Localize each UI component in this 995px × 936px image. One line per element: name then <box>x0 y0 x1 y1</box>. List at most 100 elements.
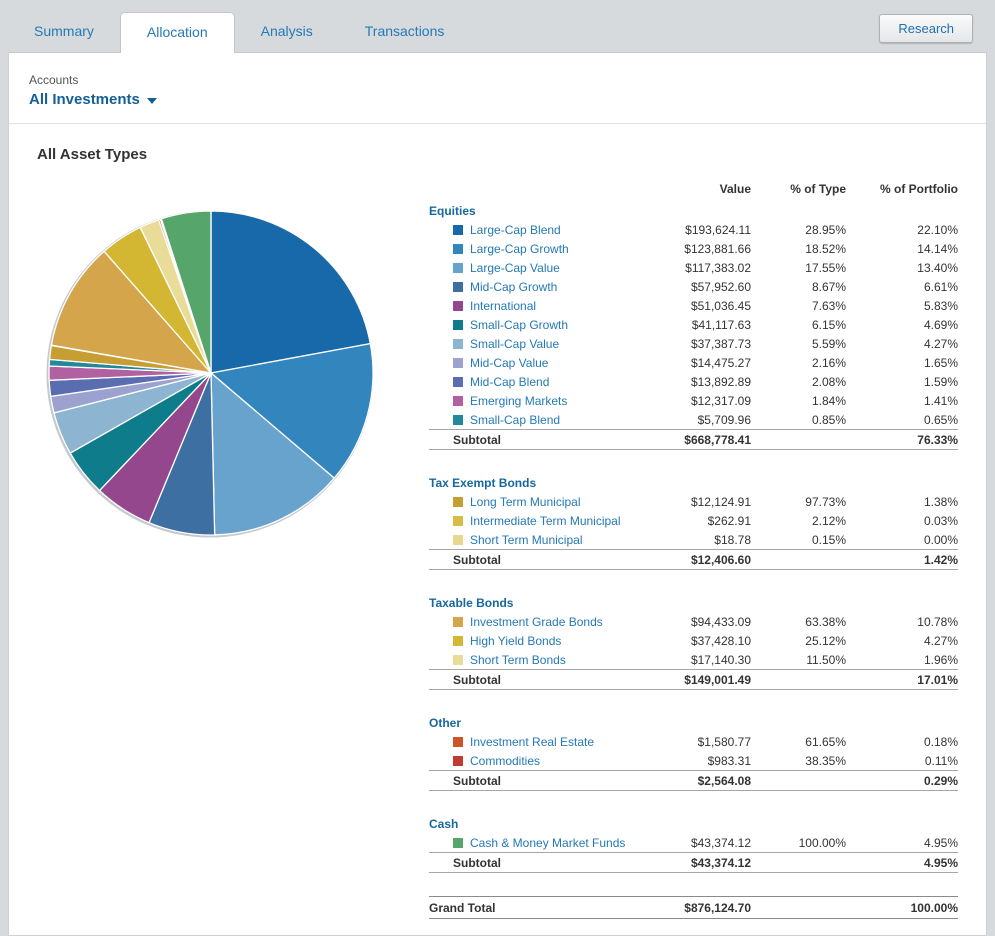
tab-summary[interactable]: Summary <box>8 12 120 52</box>
row-label-cell: Long Term Municipal <box>429 495 636 509</box>
section-name: Equities <box>429 204 636 218</box>
value-cell: $123,881.66 <box>636 242 751 256</box>
subtotal-pct-portfolio: 4.95% <box>846 856 958 870</box>
subtotal-row: Subtotal$2,564.080.29% <box>429 770 958 791</box>
asset-link[interactable]: Mid-Cap Blend <box>470 375 549 389</box>
pct-type-cell: 7.63% <box>751 299 846 313</box>
asset-section: CashCash & Money Market Funds$43,374.121… <box>429 814 958 873</box>
color-swatch-icon <box>453 415 463 425</box>
asset-table-sections: EquitiesLarge-Cap Blend$193,624.1128.95%… <box>429 201 958 873</box>
table-row: Emerging Markets$12,317.091.84%1.41% <box>429 391 958 410</box>
subtotal-label: Subtotal <box>429 673 636 687</box>
row-label-cell: Emerging Markets <box>429 394 636 408</box>
pct-portfolio-cell: 13.40% <box>846 261 958 275</box>
asset-link[interactable]: Emerging Markets <box>470 394 567 408</box>
value-cell: $18.78 <box>636 533 751 547</box>
table-row: Small-Cap Value$37,387.735.59%4.27% <box>429 334 958 353</box>
pct-type-cell: 61.65% <box>751 735 846 749</box>
tab-transactions[interactable]: Transactions <box>339 12 471 52</box>
pct-type-cell: 1.84% <box>751 394 846 408</box>
asset-link[interactable]: Short Term Bonds <box>470 653 566 667</box>
dropdown-caret-icon <box>147 98 157 104</box>
value-cell: $5,709.96 <box>636 413 751 427</box>
tab-analysis[interactable]: Analysis <box>235 12 339 52</box>
asset-link[interactable]: Small-Cap Growth <box>470 318 568 332</box>
row-label-cell: Mid-Cap Growth <box>429 280 636 294</box>
portfolio-page: Summary Allocation Analysis Transactions… <box>0 0 995 936</box>
row-label-cell: Commodities <box>429 754 636 768</box>
asset-link[interactable]: Small-Cap Value <box>470 337 559 351</box>
subtotal-label: Subtotal <box>429 774 636 788</box>
row-label-cell: Investment Real Estate <box>429 735 636 749</box>
color-swatch-icon <box>453 636 463 646</box>
table-row: Mid-Cap Growth$57,952.608.67%6.61% <box>429 277 958 296</box>
table-row: Commodities$983.3138.35%0.11% <box>429 751 958 770</box>
grand-total-pct-portfolio: 100.00% <box>846 901 958 915</box>
table-row: Intermediate Term Municipal$262.912.12%0… <box>429 511 958 530</box>
color-swatch-icon <box>453 377 463 387</box>
account-selector-dropdown[interactable]: All Investments <box>29 91 157 108</box>
pct-portfolio-cell: 4.95% <box>846 836 958 850</box>
asset-link[interactable]: Short Term Municipal <box>470 533 583 547</box>
asset-link[interactable]: High Yield Bonds <box>470 634 561 648</box>
asset-link[interactable]: Commodities <box>470 754 540 768</box>
value-cell: $17,140.30 <box>636 653 751 667</box>
color-swatch-icon <box>453 756 463 766</box>
pct-portfolio-cell: 4.27% <box>846 634 958 648</box>
value-cell: $12,124.91 <box>636 495 751 509</box>
pct-portfolio-cell: 0.00% <box>846 533 958 547</box>
asset-link[interactable]: Investment Real Estate <box>470 735 594 749</box>
subtotal-pct-portfolio: 76.33% <box>846 433 958 447</box>
color-swatch-icon <box>453 617 463 627</box>
asset-link[interactable]: Large-Cap Value <box>470 261 560 275</box>
asset-link[interactable]: Small-Cap Blend <box>470 413 560 427</box>
pct-portfolio-cell: 4.27% <box>846 337 958 351</box>
asset-link[interactable]: Cash & Money Market Funds <box>470 836 625 850</box>
asset-link[interactable]: International <box>470 299 536 313</box>
value-cell: $193,624.11 <box>636 223 751 237</box>
pct-type-cell: 17.55% <box>751 261 846 275</box>
color-swatch-icon <box>453 320 463 330</box>
pct-type-cell: 11.50% <box>751 653 846 667</box>
tab-allocation[interactable]: Allocation <box>120 12 235 53</box>
value-cell: $262.91 <box>636 514 751 528</box>
subtotal-label: Subtotal <box>429 856 636 870</box>
asset-link[interactable]: Mid-Cap Growth <box>470 280 557 294</box>
value-cell: $14,475.27 <box>636 356 751 370</box>
pct-portfolio-cell: 4.69% <box>846 318 958 332</box>
asset-link[interactable]: Long Term Municipal <box>470 495 581 509</box>
subtotal-value: $149,001.49 <box>636 673 751 687</box>
row-label-cell: Mid-Cap Blend <box>429 375 636 389</box>
value-cell: $12,317.09 <box>636 394 751 408</box>
asset-link[interactable]: Investment Grade Bonds <box>470 615 603 629</box>
asset-link[interactable]: Mid-Cap Value <box>470 356 548 370</box>
pct-type-cell: 2.12% <box>751 514 846 528</box>
asset-link[interactable]: Large-Cap Blend <box>470 223 561 237</box>
subtotal-pct-portfolio: 17.01% <box>846 673 958 687</box>
research-button[interactable]: Research <box>879 14 973 43</box>
pct-type-cell: 5.59% <box>751 337 846 351</box>
pct-type-cell: 8.67% <box>751 280 846 294</box>
section-header-row: Tax Exempt Bonds <box>429 473 958 492</box>
table-row: Mid-Cap Value$14,475.272.16%1.65% <box>429 353 958 372</box>
subtotal-row: Subtotal$43,374.124.95% <box>429 852 958 873</box>
section-header-row: Equities <box>429 201 958 220</box>
pct-type-cell: 0.85% <box>751 413 846 427</box>
asset-section: EquitiesLarge-Cap Blend$193,624.1128.95%… <box>429 201 958 450</box>
asset-link[interactable]: Large-Cap Growth <box>470 242 569 256</box>
value-cell: $94,433.09 <box>636 615 751 629</box>
color-swatch-icon <box>453 516 463 526</box>
color-swatch-icon <box>453 655 463 665</box>
pct-type-cell: 0.15% <box>751 533 846 547</box>
table-row: Short Term Bonds$17,140.3011.50%1.96% <box>429 650 958 669</box>
asset-link[interactable]: Intermediate Term Municipal <box>470 514 621 528</box>
value-cell: $983.31 <box>636 754 751 768</box>
allocation-table: Value % of Type % of Portfolio EquitiesL… <box>429 165 958 919</box>
pct-portfolio-cell: 1.59% <box>846 375 958 389</box>
value-cell: $41,117.63 <box>636 318 751 332</box>
color-swatch-icon <box>453 497 463 507</box>
tab-bar: Summary Allocation Analysis Transactions… <box>8 0 987 52</box>
row-label-cell: Short Term Municipal <box>429 533 636 547</box>
pct-portfolio-cell: 0.11% <box>846 754 958 768</box>
color-swatch-icon <box>453 263 463 273</box>
